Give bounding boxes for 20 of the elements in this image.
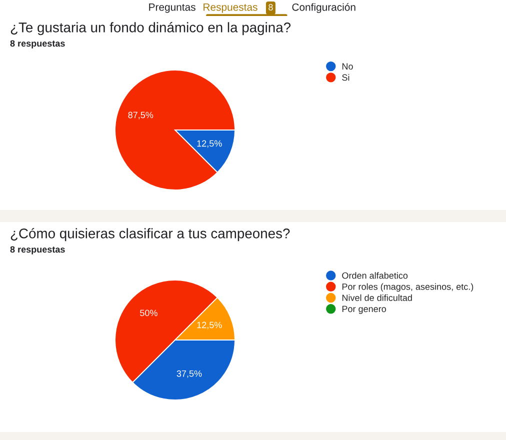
text: Respuestas [204, 4, 258, 13]
text: 8 respuestas [10, 246, 65, 254]
legend-label: Orden alfabetico [342, 272, 408, 279]
text: 8 [268, 4, 273, 10]
data-label: 37,5% [176, 370, 202, 378]
data-label: 87,5% [128, 112, 154, 120]
chart-title: ¿Cómo quisieras clasificar a tus campeones? [10, 228, 290, 242]
data-label: 12,5% [197, 140, 222, 148]
text: 8 respuestas [10, 40, 65, 48]
data-label: 50% [140, 310, 158, 316]
data-label: 12,5% [197, 322, 222, 330]
pie-slice [114, 70, 236, 190]
legend-label: Nivel de dificultad [342, 294, 412, 302]
text: Configuración [292, 3, 356, 13]
legend-label: No [342, 63, 353, 70]
text: Preguntas [149, 4, 196, 13]
legend-label: Si [342, 74, 350, 81]
legend-label: Por genero [342, 306, 386, 314]
legend-label: Por roles (magos, asesinos, etc.) [342, 283, 474, 292]
chart-title: ¿Te gustaria un fondo dinámico en la pagina? [10, 22, 291, 36]
